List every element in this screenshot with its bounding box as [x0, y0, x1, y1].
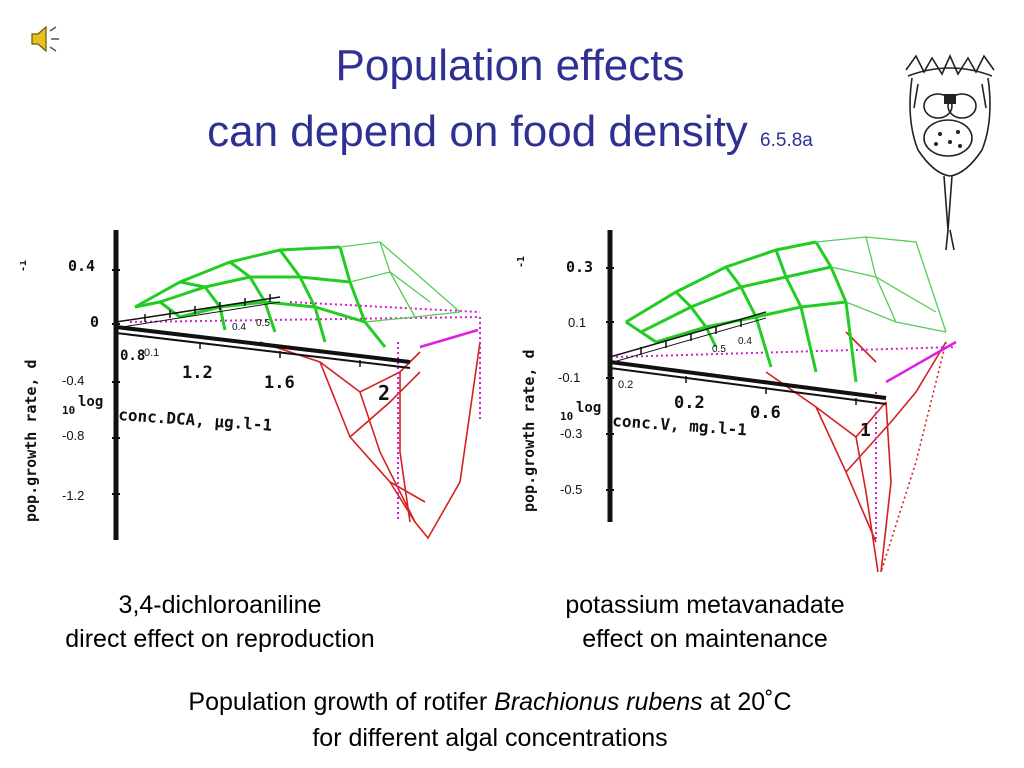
y-tick-label: -0.8: [62, 428, 84, 443]
y-axis-label: pop.growth rate, d: [22, 359, 40, 522]
plot-dichloroaniline: pop.growth rate, d -1 0.4 0 -0.4 -0.8 -1…: [20, 230, 481, 540]
footer-prefix: Population growth of rotifer: [188, 688, 495, 716]
x-tick-label: 0.2: [674, 393, 705, 413]
x-tick-label: 1.6: [264, 373, 295, 393]
speaker-icon[interactable]: [28, 22, 64, 56]
log-label: log: [576, 400, 601, 416]
species-name: Brachionus rubens: [494, 688, 703, 716]
inner-tick-label: 0.5: [712, 344, 726, 355]
x-axis-label: conc.V, mg.l-1: [612, 411, 748, 439]
y-tick-label: -0.4: [62, 373, 84, 388]
y-tick-label: 0.3: [566, 258, 593, 276]
slide-number: 6.5.8a: [760, 130, 813, 151]
x-tick-label: 0.2: [618, 379, 633, 391]
y-tick-label: 0.1: [568, 315, 586, 330]
caption-right-line-2: effect on maintenance: [582, 625, 828, 653]
slide-title-line-2: can depend on food density 6.5.8a: [100, 106, 920, 167]
caption-right: potassium metavanadate effect on mainten…: [490, 588, 920, 656]
inner-tick-label: 0.1: [144, 347, 159, 359]
caption-right-line-1: potassium metavanadate: [565, 591, 845, 619]
y-tick-label: -0.1: [558, 370, 580, 385]
x-axis-label: conc.DCA, µg.l-1: [118, 405, 273, 435]
log-prefix: 10: [62, 404, 75, 417]
footer-suffix: at 20˚C: [702, 688, 792, 716]
y-tick-label: 0: [90, 313, 99, 331]
footer-line-1: Population growth of rotifer Brachionus …: [60, 684, 920, 720]
y-tick-label: -0.3: [560, 426, 582, 441]
x-tick-label: 0.8: [120, 348, 145, 364]
y-tick-label: -0.5: [560, 482, 582, 497]
y-axis-label-exponent: -1: [20, 260, 29, 272]
slide-title-text: can depend on food density: [207, 107, 748, 156]
inner-tick-label: 0.5: [256, 318, 270, 329]
footer-text: Population growth of rotifer Brachionus …: [60, 684, 920, 756]
slide-title-line-1: Population effects: [335, 41, 685, 90]
x-tick-label: 1: [860, 420, 871, 441]
x-tick-label: 1.2: [182, 363, 213, 383]
y-axis-label-exponent: -1: [516, 256, 527, 268]
x-tick-label: 2: [378, 381, 390, 405]
inner-tick-label: 0.4: [232, 322, 246, 333]
x-tick-label: 0.6: [750, 403, 781, 423]
caption-left: 3,4-dichloroaniline direct effect on rep…: [0, 588, 440, 656]
y-tick-label: 0.4: [68, 257, 95, 275]
plot-metavanadate: pop.growth rate, d -1 0.3 0.1 -0.1 -0.3 …: [516, 230, 957, 573]
inner-tick-label: 0.4: [738, 336, 752, 347]
log-prefix: 10: [560, 410, 573, 423]
log-label: log: [78, 394, 103, 410]
rotifer-illustration: [905, 54, 995, 251]
y-tick-label: -1.2: [62, 488, 84, 503]
footer-line-2: for different algal concentrations: [312, 724, 668, 752]
y-axis-label: pop.growth rate, d: [520, 349, 538, 512]
caption-left-line-1: 3,4-dichloroaniline: [118, 591, 322, 619]
caption-left-line-2: direct effect on reproduction: [65, 625, 375, 653]
